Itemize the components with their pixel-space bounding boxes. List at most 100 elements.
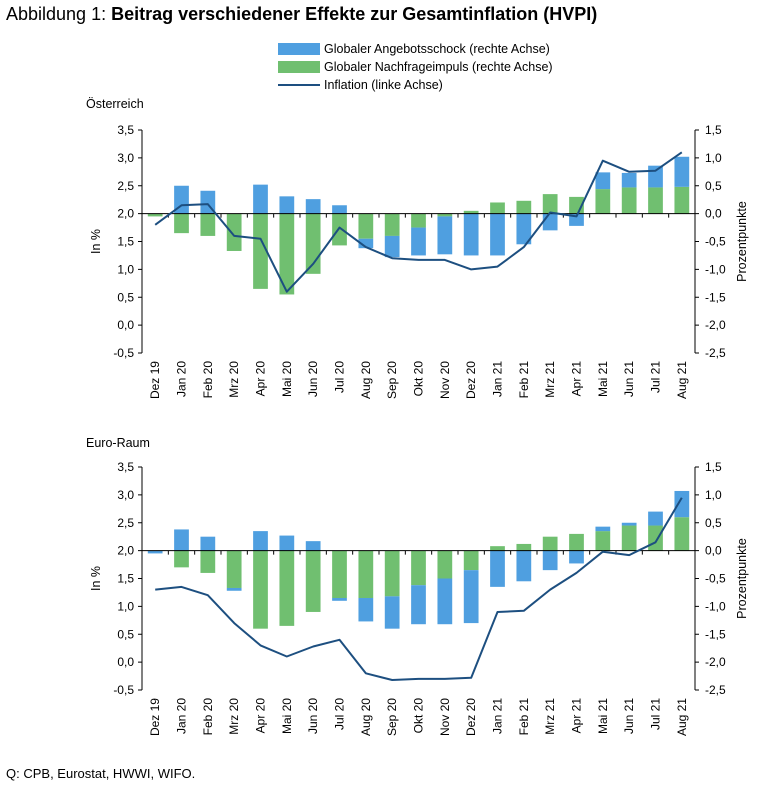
bar-supply-jan-21	[490, 213, 505, 256]
source-note: Q: CPB, Eurostat, HWWI, WIFO.	[6, 766, 196, 781]
bar-demand-mrz-20	[226, 550, 242, 588]
category-label-apr-21: Apr 21	[570, 361, 584, 397]
panel-title-euro-raum: Euro-Raum	[86, 436, 150, 450]
category-label-mai-20: Mai 20	[280, 698, 294, 734]
inflation-line	[155, 497, 683, 681]
category-label-mai-20: Mai 20	[280, 361, 294, 397]
bar-demand-jun-20	[305, 550, 321, 612]
right-tick-label: -2,0	[705, 318, 726, 332]
category-label-apr-20: Apr 20	[254, 698, 268, 734]
category-label-nov-20: Nov 20	[438, 698, 452, 736]
left-tick-label: 1,0	[117, 262, 134, 276]
bar-supply-dez-20	[463, 570, 479, 624]
bar-demand-aug-20	[358, 213, 374, 239]
bar-supply-feb-21	[516, 213, 532, 245]
bar-supply-apr-21	[569, 550, 584, 564]
bar-supply-jul-20	[332, 205, 347, 214]
right-tick-label: -0,5	[705, 572, 726, 586]
bar-demand-mrz-21	[542, 536, 558, 551]
bar-demand-feb-20	[200, 550, 216, 573]
right-tick-label: -2,5	[705, 346, 726, 360]
category-label-nov-20: Nov 20	[438, 361, 452, 399]
bar-supply-mrz-21	[542, 213, 558, 231]
bar-supply-okt-20	[411, 227, 426, 256]
category-label-jul-20: Jul 20	[333, 698, 347, 730]
bar-demand-okt-20	[411, 213, 426, 228]
right-tick-label: -1,0	[705, 262, 726, 276]
bar-supply-nov-20	[437, 578, 453, 625]
category-label-mai-21: Mai 21	[596, 698, 610, 734]
category-label-feb-21: Feb 21	[517, 698, 531, 736]
category-label-feb-20: Feb 20	[201, 361, 215, 399]
right-tick-label: -1,5	[705, 290, 726, 304]
category-label-apr-21: Apr 21	[570, 698, 584, 734]
bar-demand-jun-21	[621, 525, 637, 551]
legend-swatch-supply	[278, 43, 320, 55]
bar-supply-mai-21	[595, 526, 611, 532]
right-tick-label: -2,0	[705, 655, 726, 669]
left-tick-label: 0,0	[117, 655, 134, 669]
bar-demand-apr-20	[253, 213, 268, 289]
category-label-jan-21: Jan 21	[491, 361, 505, 397]
bar-supply-mai-21	[595, 172, 611, 190]
bar-supply-jun-21	[621, 172, 637, 188]
left-tick-label: 2,5	[117, 516, 134, 530]
chart-euro-raum: 3,5 3,0 2,5 2,0 1,5 1,0 0,5 0,0 -0,5 1,5 1,0 0,5 0,0…	[89, 460, 749, 736]
category-label-okt-20: Okt 20	[412, 698, 426, 734]
category-label-jun-21: Jun 21	[622, 698, 636, 734]
legend-swatch-demand	[278, 61, 320, 73]
bar-demand-mai-21	[595, 531, 611, 551]
bar-supply-mai-20	[279, 196, 295, 214]
bar-supply-jan-20	[174, 529, 189, 551]
bar-supply-aug-21	[674, 156, 690, 187]
bar-supply-aug-20	[358, 238, 374, 249]
left-tick-label: -0,5	[113, 346, 134, 360]
category-label-aug-20: Aug 20	[359, 698, 373, 736]
bar-supply-feb-20	[200, 536, 216, 551]
left-axis-title: In %	[89, 566, 103, 591]
right-tick-label: 0,5	[705, 516, 722, 530]
left-tick-label: 2,0	[117, 544, 134, 558]
chart-legend: Globaler Angebotsschock (rechte Achse) G…	[278, 40, 553, 94]
legend-label-demand: Globaler Nachfrageimpuls (rechte Achse)	[324, 60, 553, 74]
left-tick-label: 3,5	[117, 460, 134, 474]
bar-demand-feb-21	[516, 543, 532, 551]
chart-oesterreich: 3,5 3,0 2,5 2,0 1,5 1,0 0,5 0,0 -0,5 1,5 1,0 0,5 0,0…	[89, 123, 749, 399]
left-tick-label: 1,5	[117, 572, 134, 586]
right-tick-label: 0,5	[705, 179, 722, 193]
category-label-aug-20: Aug 20	[359, 361, 373, 399]
category-label-mrz-21: Mrz 21	[543, 361, 557, 398]
bar-demand-aug-20	[358, 550, 374, 599]
panel-title-oesterreich: Österreich	[86, 97, 144, 111]
left-axis-title: In %	[89, 229, 103, 254]
left-tick-label: 1,0	[117, 599, 134, 613]
bar-demand-jan-21	[490, 202, 505, 214]
bar-supply-mai-20	[279, 535, 295, 551]
right-tick-label: -1,5	[705, 627, 726, 641]
bar-demand-aug-21	[674, 186, 690, 214]
bar-supply-mrz-21	[542, 550, 558, 571]
category-label-dez-19: Dez 19	[148, 361, 162, 399]
bar-demand-feb-21	[516, 200, 532, 214]
bar-supply-jun-20	[305, 199, 321, 214]
bar-demand-mai-20	[279, 213, 295, 295]
category-label-aug-21: Aug 21	[675, 698, 689, 736]
right-axis-title: Prozentpunkte	[735, 538, 749, 619]
category-label-jun-20: Jun 20	[306, 698, 320, 734]
right-tick-label: 0,0	[705, 207, 722, 221]
category-label-mrz-20: Mrz 20	[227, 698, 241, 735]
left-tick-label: 0,5	[117, 627, 134, 641]
bar-supply-dez-20	[463, 213, 479, 256]
category-label-jul-21: Jul 21	[649, 698, 663, 730]
left-tick-label: 3,0	[117, 488, 134, 502]
bar-demand-jul-20	[332, 550, 347, 599]
right-tick-label: -0,5	[705, 235, 726, 249]
bar-demand-feb-20	[200, 213, 216, 236]
bar-supply-jan-21	[490, 550, 505, 587]
bar-demand-jun-21	[621, 187, 637, 214]
legend-item-demand: Globaler Nachfrageimpuls (rechte Achse)	[278, 58, 553, 76]
bar-demand-dez-20	[463, 550, 479, 571]
left-tick-label: 0,0	[117, 318, 134, 332]
category-label-jun-20: Jun 20	[306, 361, 320, 397]
